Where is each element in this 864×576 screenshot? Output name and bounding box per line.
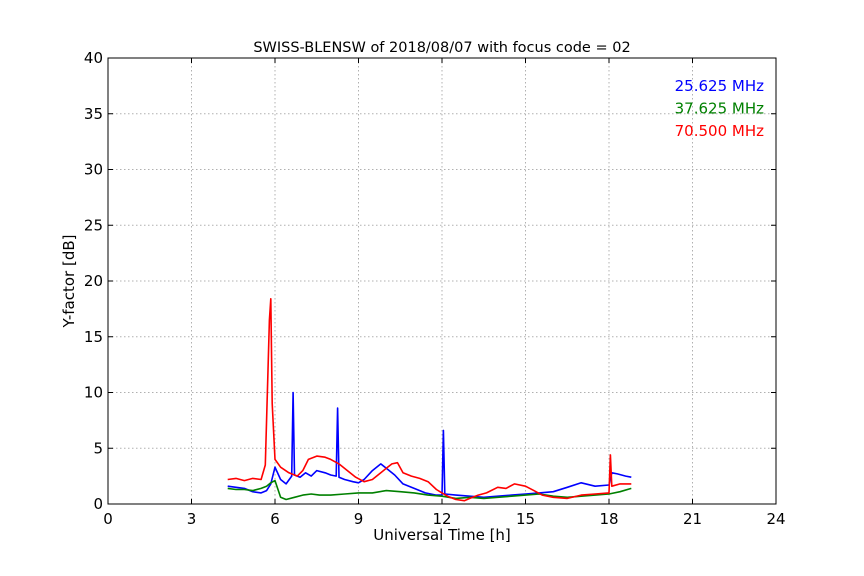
y-axis-label: Y-factor [dB]	[60, 234, 78, 328]
series-line-2	[227, 297, 632, 502]
x-tick-label: 12	[432, 510, 451, 528]
y-tick-label: 40	[84, 49, 103, 67]
y-tick-label: 15	[84, 328, 103, 346]
legend: 25.625 MHz 37.625 MHz 70.500 MHz	[675, 77, 764, 140]
y-tick-label: 25	[84, 216, 103, 234]
y-tick-label: 0	[93, 495, 103, 513]
series-line-0	[227, 391, 632, 499]
y-tick-label: 35	[84, 105, 103, 123]
x-tick-label: 21	[683, 510, 702, 528]
y-tick-label: 10	[84, 384, 103, 402]
x-tick-label: 3	[187, 510, 197, 528]
legend-entry: 37.625 MHz	[675, 100, 764, 118]
x-tick-label: 6	[270, 510, 280, 528]
series-line-1	[227, 479, 632, 501]
y-tick-label: 30	[84, 161, 103, 179]
x-axis-label: Universal Time [h]	[373, 526, 511, 544]
x-tick-label: 18	[599, 510, 618, 528]
x-tick-label: 24	[766, 510, 785, 528]
y-tick-label: 5	[93, 439, 103, 457]
series-layer	[227, 297, 632, 502]
axis-ticks: 0 3 6 9 12 15 18 21 24 0 5 10 15 20 25 30 35 40	[84, 49, 786, 528]
legend-entry: 25.625 MHz	[675, 77, 764, 95]
chart-title: SWISS-BLENSW of 2018/08/07 with focus co…	[253, 40, 630, 56]
grid	[108, 58, 776, 504]
legend-entry: 70.500 MHz	[675, 122, 764, 140]
x-tick-label: 9	[354, 510, 364, 528]
x-tick-label: 0	[103, 510, 113, 528]
x-tick-label: 15	[516, 510, 535, 528]
y-tick-label: 20	[84, 272, 103, 290]
